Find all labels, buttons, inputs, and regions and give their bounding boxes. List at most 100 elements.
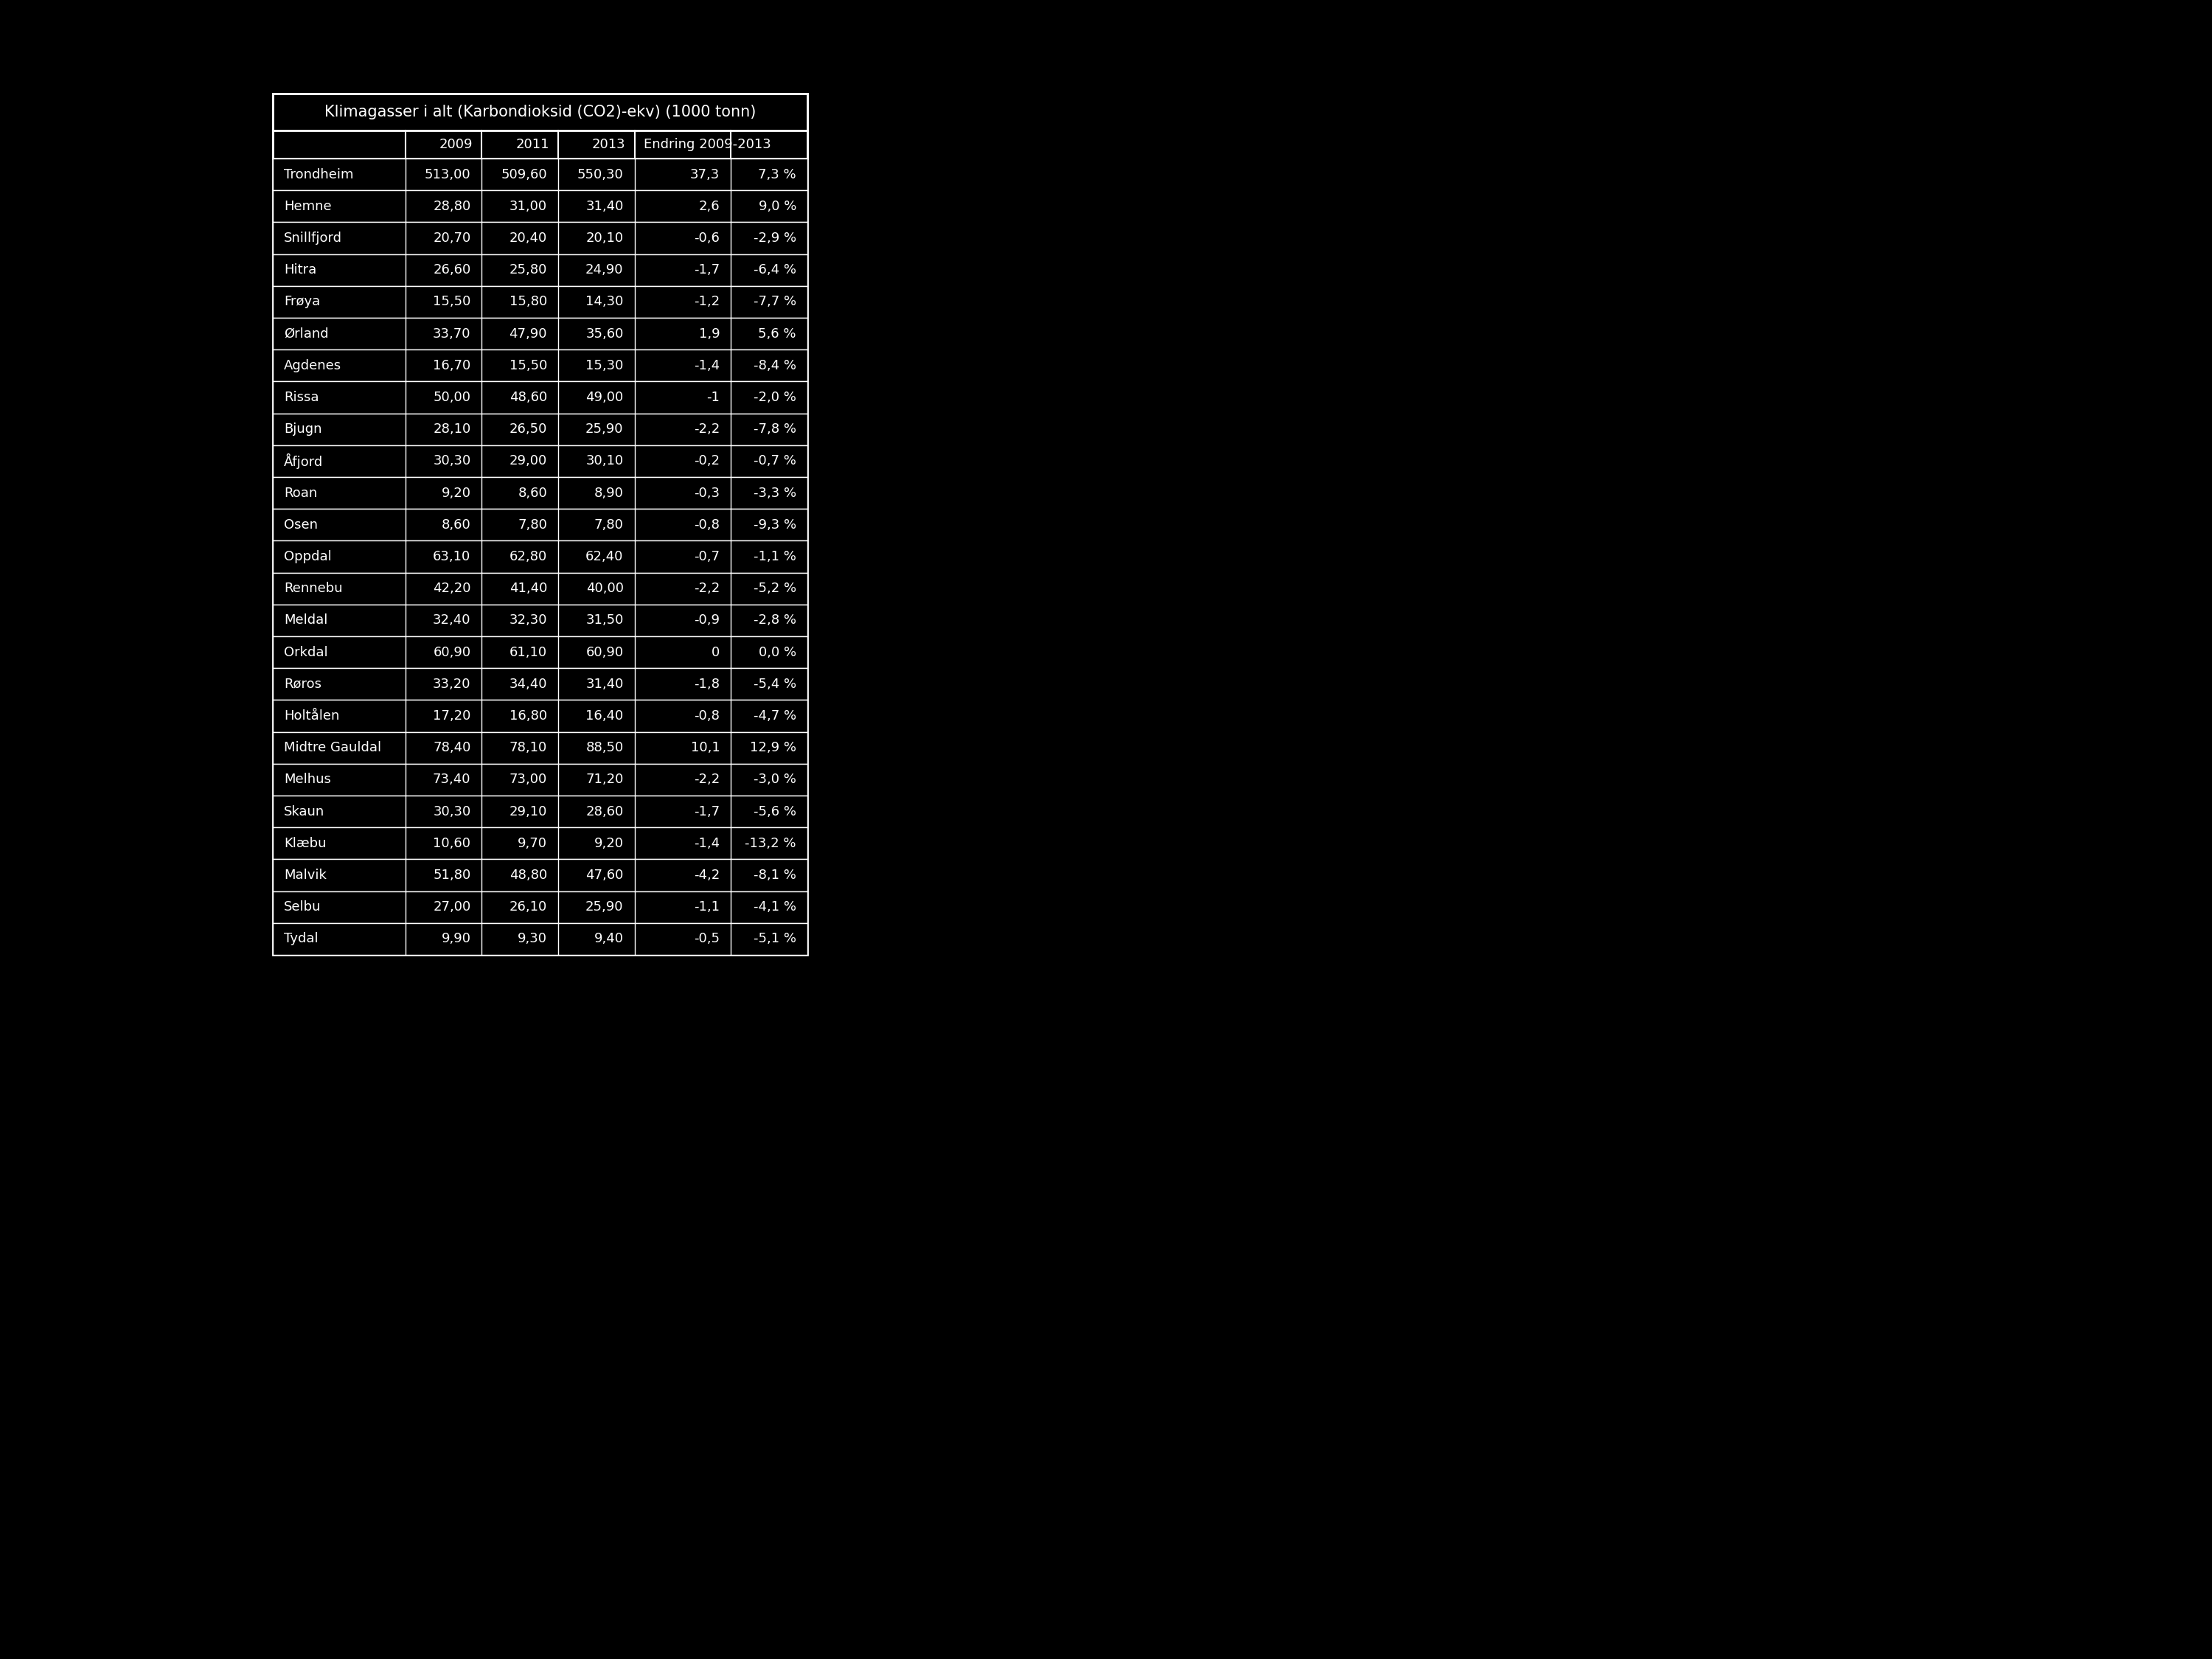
Text: -3,3 %: -3,3 % bbox=[754, 486, 796, 499]
Text: -1,4: -1,4 bbox=[695, 836, 719, 849]
Text: -2,0 %: -2,0 % bbox=[754, 392, 796, 405]
Text: -0,7 %: -0,7 % bbox=[754, 455, 796, 468]
Text: Rennebu: Rennebu bbox=[283, 582, 343, 596]
Text: Ørland: Ørland bbox=[283, 327, 330, 340]
Text: 41,40: 41,40 bbox=[509, 582, 546, 596]
Text: 25,80: 25,80 bbox=[509, 264, 546, 277]
Text: 16,40: 16,40 bbox=[586, 710, 624, 723]
Text: Malvik: Malvik bbox=[283, 869, 327, 883]
Text: -1,2: -1,2 bbox=[695, 295, 719, 309]
Text: 62,40: 62,40 bbox=[586, 551, 624, 564]
Text: 9,0 %: 9,0 % bbox=[759, 199, 796, 212]
Text: Bjugn: Bjugn bbox=[283, 423, 323, 436]
Text: Trondheim: Trondheim bbox=[283, 168, 354, 181]
Text: 47,60: 47,60 bbox=[586, 869, 624, 883]
Text: -13,2 %: -13,2 % bbox=[745, 836, 796, 849]
Text: -5,2 %: -5,2 % bbox=[754, 582, 796, 596]
Text: Melhus: Melhus bbox=[283, 773, 332, 786]
Text: 35,60: 35,60 bbox=[586, 327, 624, 340]
Text: -9,3 %: -9,3 % bbox=[754, 518, 796, 531]
Text: 78,40: 78,40 bbox=[434, 742, 471, 755]
Text: -1,7: -1,7 bbox=[695, 264, 719, 277]
Text: -4,7 %: -4,7 % bbox=[754, 710, 796, 723]
Text: 71,20: 71,20 bbox=[586, 773, 624, 786]
Text: 513,00: 513,00 bbox=[425, 168, 471, 181]
Text: 29,10: 29,10 bbox=[509, 805, 546, 818]
Text: 31,40: 31,40 bbox=[586, 677, 624, 690]
Text: 32,30: 32,30 bbox=[509, 614, 546, 627]
Text: 9,20: 9,20 bbox=[595, 836, 624, 849]
Text: 2011: 2011 bbox=[515, 138, 549, 151]
Text: Skaun: Skaun bbox=[283, 805, 325, 818]
Text: 78,10: 78,10 bbox=[509, 742, 546, 755]
Text: 31,40: 31,40 bbox=[586, 199, 624, 212]
Text: 9,40: 9,40 bbox=[595, 932, 624, 946]
Text: 28,80: 28,80 bbox=[434, 199, 471, 212]
Text: 10,1: 10,1 bbox=[690, 742, 719, 755]
Text: 7,3 %: 7,3 % bbox=[759, 168, 796, 181]
Text: Midtre Gauldal: Midtre Gauldal bbox=[283, 742, 380, 755]
Text: Selbu: Selbu bbox=[283, 901, 321, 914]
Text: 30,30: 30,30 bbox=[434, 455, 471, 468]
Text: 30,10: 30,10 bbox=[586, 455, 624, 468]
Text: 48,80: 48,80 bbox=[509, 869, 546, 883]
Text: 2013: 2013 bbox=[593, 138, 626, 151]
Text: 9,90: 9,90 bbox=[440, 932, 471, 946]
Text: 42,20: 42,20 bbox=[434, 582, 471, 596]
Text: Endring 2009-2013: Endring 2009-2013 bbox=[644, 138, 770, 151]
Text: -0,8: -0,8 bbox=[695, 710, 719, 723]
Text: 10,60: 10,60 bbox=[434, 836, 471, 849]
Text: -1,1 %: -1,1 % bbox=[754, 551, 796, 564]
Text: 26,50: 26,50 bbox=[509, 423, 546, 436]
Text: 73,40: 73,40 bbox=[434, 773, 471, 786]
Text: -0,8: -0,8 bbox=[695, 518, 719, 531]
Text: Oppdal: Oppdal bbox=[283, 551, 332, 564]
Text: -8,1 %: -8,1 % bbox=[754, 869, 796, 883]
Text: 2,6: 2,6 bbox=[699, 199, 719, 212]
Text: 15,80: 15,80 bbox=[509, 295, 546, 309]
Text: 509,60: 509,60 bbox=[500, 168, 546, 181]
Text: 60,90: 60,90 bbox=[586, 645, 624, 659]
Text: -0,9: -0,9 bbox=[695, 614, 719, 627]
Text: 88,50: 88,50 bbox=[586, 742, 624, 755]
Text: -7,8 %: -7,8 % bbox=[754, 423, 796, 436]
Text: Rissa: Rissa bbox=[283, 392, 319, 405]
Text: 37,3: 37,3 bbox=[690, 168, 719, 181]
Text: 48,60: 48,60 bbox=[509, 392, 546, 405]
Text: 31,50: 31,50 bbox=[586, 614, 624, 627]
Text: -0,2: -0,2 bbox=[695, 455, 719, 468]
Text: 27,00: 27,00 bbox=[434, 901, 471, 914]
Text: 14,30: 14,30 bbox=[586, 295, 624, 309]
Text: 63,10: 63,10 bbox=[434, 551, 471, 564]
Text: 29,00: 29,00 bbox=[509, 455, 546, 468]
Text: Roan: Roan bbox=[283, 486, 316, 499]
Text: 20,40: 20,40 bbox=[509, 232, 546, 246]
Text: 24,90: 24,90 bbox=[586, 264, 624, 277]
Text: 62,80: 62,80 bbox=[509, 551, 546, 564]
Text: Holtålen: Holtålen bbox=[283, 710, 338, 723]
Text: 51,80: 51,80 bbox=[434, 869, 471, 883]
Text: 32,40: 32,40 bbox=[434, 614, 471, 627]
Text: 15,50: 15,50 bbox=[509, 358, 546, 372]
Text: -1,1: -1,1 bbox=[695, 901, 719, 914]
Text: -6,4 %: -6,4 % bbox=[754, 264, 796, 277]
Text: Meldal: Meldal bbox=[283, 614, 327, 627]
Text: 34,40: 34,40 bbox=[509, 677, 546, 690]
Text: Osen: Osen bbox=[283, 518, 319, 531]
Text: 550,30: 550,30 bbox=[577, 168, 624, 181]
Text: 17,20: 17,20 bbox=[434, 710, 471, 723]
Text: 28,10: 28,10 bbox=[434, 423, 471, 436]
Text: 26,60: 26,60 bbox=[434, 264, 471, 277]
Text: 33,70: 33,70 bbox=[434, 327, 471, 340]
Text: -2,2: -2,2 bbox=[695, 582, 719, 596]
Text: -0,3: -0,3 bbox=[695, 486, 719, 499]
Text: -2,9 %: -2,9 % bbox=[754, 232, 796, 246]
Text: 0: 0 bbox=[712, 645, 719, 659]
Text: 9,30: 9,30 bbox=[518, 932, 546, 946]
Text: -5,4 %: -5,4 % bbox=[754, 677, 796, 690]
Text: 9,70: 9,70 bbox=[518, 836, 546, 849]
Text: -4,1 %: -4,1 % bbox=[754, 901, 796, 914]
Text: -4,2: -4,2 bbox=[695, 869, 719, 883]
Text: 20,70: 20,70 bbox=[434, 232, 471, 246]
Text: 33,20: 33,20 bbox=[434, 677, 471, 690]
